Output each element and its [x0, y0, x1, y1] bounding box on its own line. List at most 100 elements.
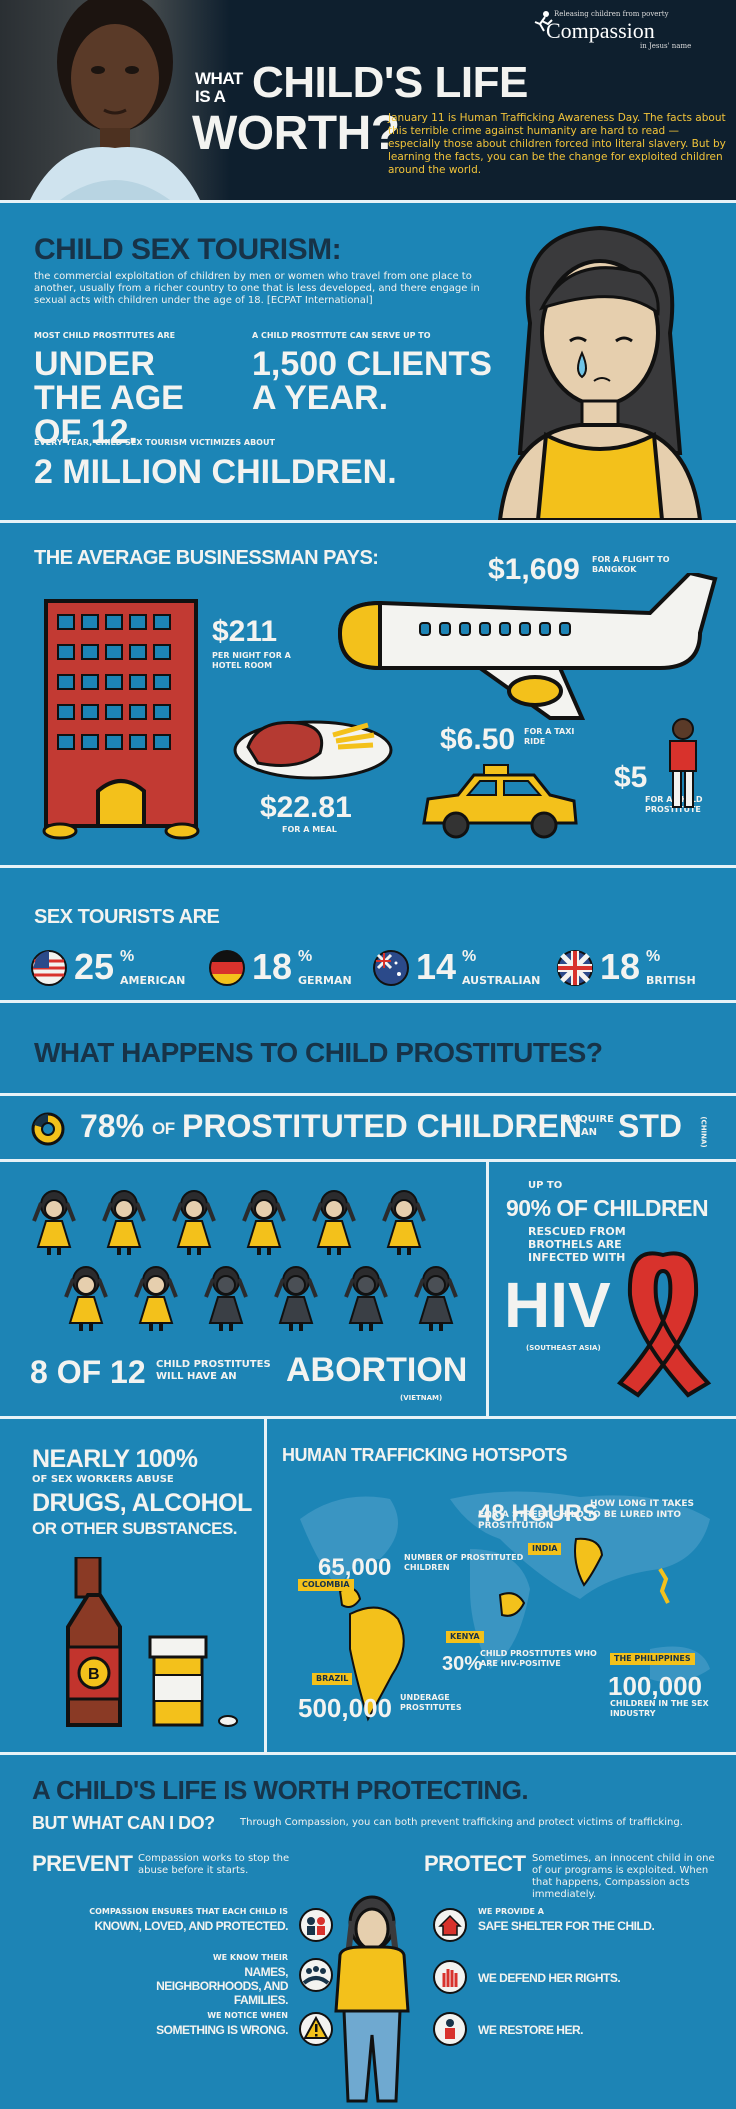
header-intro: January 11 is Human Trafficking Awarenes…	[388, 112, 726, 176]
abortion-count: 8 OF 12	[30, 1354, 146, 1390]
tourism-title: CHILD SEX TOURISM:	[34, 233, 342, 266]
prevent-item-big: KNOWN, LOVED, AND PROTECTED.	[94, 1919, 288, 1933]
protect-item-big: WE RESTORE HER.	[478, 2023, 583, 2037]
hiv-word: HIV	[504, 1269, 611, 1341]
tourist-pct: 14	[416, 946, 457, 987]
stat2-label: A CHILD PROSTITUTE CAN SERVE UP TO	[252, 331, 431, 340]
girl-figure-icon	[382, 1190, 426, 1255]
meal-value: $22.81	[260, 791, 352, 824]
tourist-item-australian: 14 % AUSTRALIAN	[372, 946, 552, 990]
hiv-upto: UP TO	[528, 1180, 563, 1191]
std-source: (CHINA)	[699, 1116, 708, 1148]
prevent-item-small: WE KNOW THEIR	[212, 1953, 288, 1962]
tourist-label: BRITISH	[646, 974, 696, 987]
community-icon	[299, 1958, 333, 1992]
tourist-pct: 18	[252, 946, 293, 987]
businessman-section: THE AVERAGE BUSINESSMAN PAYS: $1,609 FOR…	[0, 523, 736, 865]
tourist-pct-sym: %	[462, 948, 476, 965]
colombia-value: 65,000	[318, 1554, 392, 1581]
tourist-pct-sym: %	[298, 948, 312, 965]
tourist-pct-sym: %	[120, 948, 134, 965]
hotel-building-icon	[42, 599, 200, 840]
stat1-value: UNDER THE AGE OF 12.	[34, 345, 184, 451]
bottle-and-pills-icon: B	[66, 1557, 238, 1727]
colombia-tag: COLOMBIA	[298, 1579, 354, 1591]
stat2-value: 1,500 CLIENTS A YEAR.	[252, 345, 492, 417]
tourists-title: SEX TOURISTS ARE	[34, 906, 220, 928]
protect-subtitle: BUT WHAT CAN I DO?	[32, 1813, 215, 1833]
australian-flag-icon	[373, 950, 409, 986]
happens-title: WHAT HAPPENS TO CHILD PROSTITUTES?	[34, 1037, 603, 1068]
steak-meal-icon	[233, 720, 393, 780]
protect-section: A CHILD'S LIFE IS WORTH PROTECTING. BUT …	[0, 1755, 736, 2109]
girl-figure-icon	[344, 1266, 388, 1331]
std-of: OF	[152, 1119, 175, 1138]
meal-label: FOR A MEAL	[282, 825, 337, 834]
red-ribbon-icon	[616, 1251, 712, 1398]
businessman-title: THE AVERAGE BUSINESSMAN PAYS:	[34, 547, 379, 569]
hiv-label: RESCUED FROM BROTHELS ARE INFECTED WITH	[528, 1225, 626, 1264]
girls-grid	[32, 1190, 458, 1331]
philippines-value: 100,000	[608, 1671, 702, 1701]
flight-value: $1,609	[488, 553, 580, 586]
header-section: WHAT IS A CHILD'S LIFE WORTH? Releasing …	[0, 0, 736, 200]
prevent-item: WE KNOW THEIR NAMES, NEIGHBORHOODS, AND …	[28, 1953, 338, 2007]
hotel-value: $211	[212, 615, 278, 648]
child-figure-icon	[669, 718, 697, 808]
divider	[0, 1416, 736, 1419]
protect-item-big: SAFE SHELTER FOR THE CHILD.	[478, 1919, 655, 1933]
substances-other: OR OTHER SUBSTANCES.	[32, 1519, 238, 1538]
taxi-car-icon	[422, 764, 578, 839]
standing-girl-icon	[334, 1895, 410, 2103]
substances-nearly: NEARLY 100%	[32, 1445, 198, 1473]
prevent-title: PREVENT	[32, 1851, 133, 1876]
std-acquire: ACQUIRE AN	[564, 1114, 614, 1138]
divider	[0, 1000, 736, 1003]
prevent-item-small: COMPASSION ENSURES THAT EACH CHILD IS	[89, 1907, 288, 1916]
std-pct: 78%	[80, 1108, 145, 1144]
substances-label: OF SEX WORKERS ABUSE	[32, 1474, 174, 1485]
tourist-label: AUSTRALIAN	[462, 974, 541, 987]
hotspots-section: NEARLY 100% OF SEX WORKERS ABUSE DRUGS, …	[0, 1419, 736, 1752]
running-child-logo-icon	[534, 11, 553, 32]
title-childs-life: CHILD'S LIFE	[252, 58, 528, 107]
world-map-icon	[300, 1491, 710, 1722]
protect-subtitle-text: Through Compassion, you can both prevent…	[240, 1817, 683, 1828]
hiv-pct: 90% OF CHILDREN	[506, 1195, 709, 1221]
hotspots-title: HUMAN TRAFFICKING HOTSPOTS	[282, 1445, 567, 1465]
tourist-pct-sym: %	[646, 948, 660, 965]
tourist-item-british: 18 % BRITISH	[556, 946, 726, 990]
girl-figure-icon	[204, 1266, 248, 1331]
divider	[0, 1093, 736, 1096]
raised-hand-icon	[433, 1960, 467, 1994]
tourists-section: SEX TOURISTS ARE 25 % AMERICAN 18 % GERM…	[0, 868, 736, 1000]
tourist-item-german: 18 % GERMAN	[208, 946, 378, 990]
tourist-pct: 18	[600, 946, 641, 987]
protect-item: WE RESTORE HER.	[432, 2011, 732, 2051]
prevent-item: COMPASSION ENSURES THAT EACH CHILD IS KN…	[28, 1907, 338, 1947]
girl-figure-icon	[242, 1190, 286, 1255]
hours-label: HOW LONG IT TAKES FOR A STREET CHILD TO …	[478, 1499, 694, 1531]
substances-main: DRUGS, ALCOHOL	[32, 1489, 252, 1517]
protect-item-big: WE DEFEND HER RIGHTS.	[478, 1971, 621, 1985]
std-main: PROSTITUTED CHILDREN	[182, 1108, 582, 1144]
girl-figure-icon	[32, 1190, 76, 1255]
colombia-label: NUMBER OF PROSTITUTED CHILDREN	[404, 1553, 524, 1572]
protect-heading: PROTECT	[424, 1851, 526, 1876]
tourism-definition: the commercial exploitation of children …	[34, 271, 480, 306]
india-tag: INDIA	[528, 1543, 562, 1555]
logo-tagline: Releasing children from poverty	[554, 10, 669, 18]
stat1-label: MOST CHILD PROSTITUTES ARE	[34, 331, 176, 340]
hiv-source: (SOUTHEAST ASIA)	[526, 1344, 601, 1352]
divider	[0, 1159, 736, 1162]
tourism-section: CHILD SEX TOURISM: the commercial exploi…	[0, 203, 736, 520]
compassion-logo[interactable]: Releasing children from poverty Compassi…	[528, 8, 728, 52]
girl-figure-icon	[274, 1266, 318, 1331]
child-restore-icon	[433, 2012, 467, 2046]
divider	[0, 1752, 736, 1755]
crying-girl-icon	[497, 225, 703, 520]
protect-item-small: WE PROVIDE A	[478, 1907, 544, 1916]
us-flag-icon	[31, 950, 67, 986]
abortion-source: (VIETNAM)	[400, 1394, 443, 1402]
vertical-divider	[264, 1419, 267, 1752]
